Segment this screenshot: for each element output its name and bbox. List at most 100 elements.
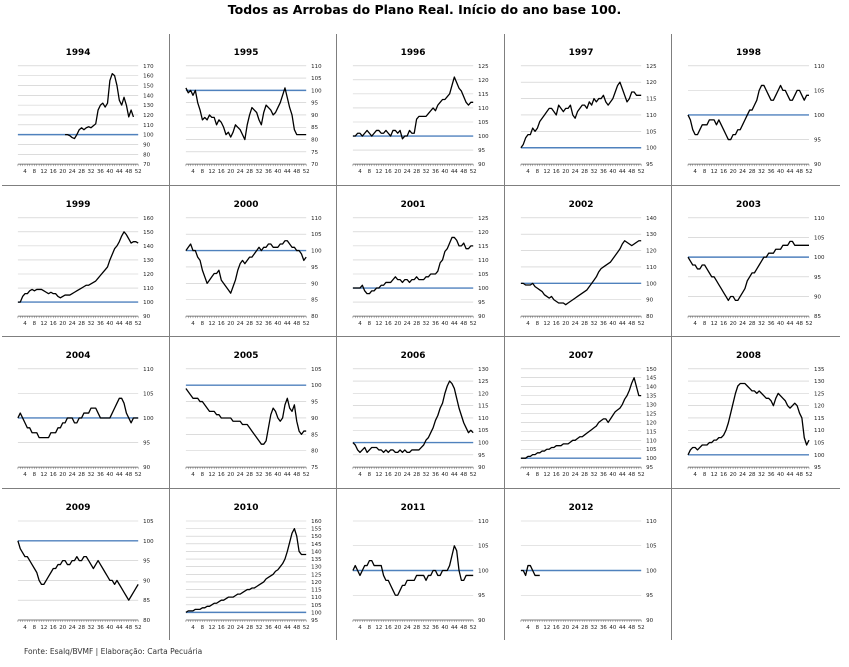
panel-title: 2004 — [66, 351, 91, 361]
x-tick-label: 12 — [376, 321, 383, 327]
x-tick-label: 28 — [581, 169, 588, 175]
y-tick-label: 135 — [311, 557, 321, 563]
panel-title: 1999 — [66, 199, 91, 209]
x-tick-label: 16 — [553, 321, 560, 327]
x-tick-label: 36 — [265, 624, 272, 630]
x-tick-label: 52 — [806, 169, 813, 175]
chart-grid: 1994 70 80 90 100 110 120 130 140 150 160 170 4 8 12 16… — [2, 34, 840, 640]
chart-panel-2004: 2004 90 95 100 105 110 4 8 12 16 20 24 28 32 36 40 44 48 5… — [2, 337, 170, 489]
y-tick-label: 115 — [646, 429, 656, 435]
x-tick-label: 12 — [40, 321, 47, 327]
y-tick-label: 95 — [478, 593, 485, 599]
x-tick-label: 48 — [293, 472, 300, 478]
y-tick-label: 110 — [814, 215, 825, 221]
y-tick-label: 140 — [646, 385, 657, 391]
x-tick-label: 48 — [460, 321, 467, 327]
y-tick-label: 120 — [814, 404, 825, 410]
y-tick-label: 100 — [814, 255, 825, 261]
y-tick-label: 90 — [143, 142, 150, 148]
y-tick-label: 100 — [143, 300, 154, 306]
x-tick-label: 48 — [125, 472, 132, 478]
x-tick-label: 12 — [711, 472, 718, 478]
y-tick-label: 130 — [814, 379, 825, 385]
x-tick-label: 40 — [777, 321, 785, 327]
price-series-line — [17, 540, 139, 601]
y-tick-label: 130 — [143, 103, 154, 109]
y-tick-label: 125 — [478, 379, 488, 385]
x-tick-label: 36 — [97, 169, 104, 175]
x-tick-label: 16 — [50, 169, 57, 175]
x-tick-label: 40 — [442, 321, 449, 327]
x-tick-label: 20 — [59, 472, 66, 478]
x-tick-label: 44 — [283, 624, 290, 630]
x-tick-label: 12 — [543, 472, 550, 478]
x-tick-label: 12 — [40, 169, 47, 175]
x-tick-label: 28 — [78, 472, 85, 478]
x-tick-label: 16 — [217, 169, 224, 175]
x-tick-label: 8 — [535, 321, 539, 327]
x-tick-label: 36 — [265, 321, 272, 327]
x-tick-label: 36 — [97, 624, 104, 630]
x-tick-label: 36 — [600, 169, 607, 175]
price-series-line — [687, 382, 810, 456]
x-tick-label: 24 — [236, 169, 243, 175]
y-tick-label: 90 — [478, 162, 485, 168]
chart-panel-2003: 2003 85 90 95 100 105 110 4 8 12 16 20 24 28 32 36 40 44 4… — [672, 186, 840, 337]
x-tick-label: 12 — [208, 321, 215, 327]
x-tick-label: 40 — [106, 321, 113, 327]
x-tick-label: 16 — [50, 624, 57, 630]
y-tick-label: 110 — [478, 416, 489, 422]
y-tick-label: 140 — [143, 243, 154, 249]
x-tick-label: 52 — [470, 321, 477, 327]
x-tick-label: 28 — [78, 321, 85, 327]
y-tick-label: 110 — [814, 428, 825, 434]
x-tick-label: 48 — [293, 624, 300, 630]
x-tick-label: 12 — [543, 624, 550, 630]
chart-panel-2006: 2006 90 95 100 105 110 115 120 125 130 4 8 12 16 20 24 2… — [337, 337, 505, 489]
x-tick-label: 52 — [302, 624, 309, 630]
y-tick-label: 105 — [478, 428, 488, 434]
y-tick-label: 135 — [646, 394, 656, 400]
x-tick-label: 40 — [442, 169, 449, 175]
x-tick-label: 28 — [413, 321, 420, 327]
x-tick-label: 44 — [619, 169, 626, 175]
panel-title: 2007 — [568, 351, 593, 361]
x-tick-label: 28 — [581, 624, 588, 630]
x-tick-label: 24 — [236, 321, 243, 327]
y-tick-label: 125 — [646, 411, 656, 417]
x-tick-label: 4 — [23, 169, 27, 175]
chart-panel-1995: 1995 70 75 80 85 90 95 100 105 110 4 8 12 16 20 24 28 32 3… — [169, 34, 338, 186]
x-tick-label: 20 — [227, 321, 234, 327]
x-tick-label: 48 — [125, 624, 132, 630]
y-tick-label: 125 — [646, 64, 656, 70]
x-tick-label: 4 — [23, 472, 27, 478]
x-tick-label: 40 — [274, 472, 281, 478]
y-tick-label: 110 — [478, 257, 489, 263]
x-tick-label: 8 — [703, 472, 707, 478]
x-tick-label: 44 — [787, 321, 795, 327]
y-tick-label: 105 — [814, 441, 824, 447]
y-tick-label: 115 — [311, 587, 321, 593]
x-tick-label: 40 — [106, 472, 113, 478]
y-tick-label: 115 — [646, 97, 656, 103]
x-tick-label: 12 — [543, 321, 550, 327]
x-tick-label: 20 — [562, 321, 569, 327]
x-tick-label: 36 — [265, 169, 272, 175]
y-tick-label: 90 — [311, 281, 318, 287]
x-tick-label: 4 — [526, 321, 530, 327]
y-tick-label: 110 — [143, 367, 154, 373]
x-tick-label: 32 — [255, 624, 262, 630]
y-tick-label: 100 — [311, 610, 322, 616]
x-tick-label: 20 — [394, 624, 401, 630]
x-tick-label: 8 — [33, 321, 37, 327]
x-tick-label: 16 — [50, 472, 57, 478]
x-tick-label: 8 — [368, 321, 372, 327]
x-tick-label: 16 — [217, 624, 224, 630]
chart-svg-1997: 1997 95 100 105 110 115 120 125 4 8 12 16 20 24 28 32 36… — [520, 48, 657, 175]
x-tick-label: 52 — [135, 624, 142, 630]
x-tick-label: 44 — [787, 472, 795, 478]
y-tick-label: 100 — [478, 441, 489, 447]
y-tick-label: 110 — [478, 106, 489, 112]
